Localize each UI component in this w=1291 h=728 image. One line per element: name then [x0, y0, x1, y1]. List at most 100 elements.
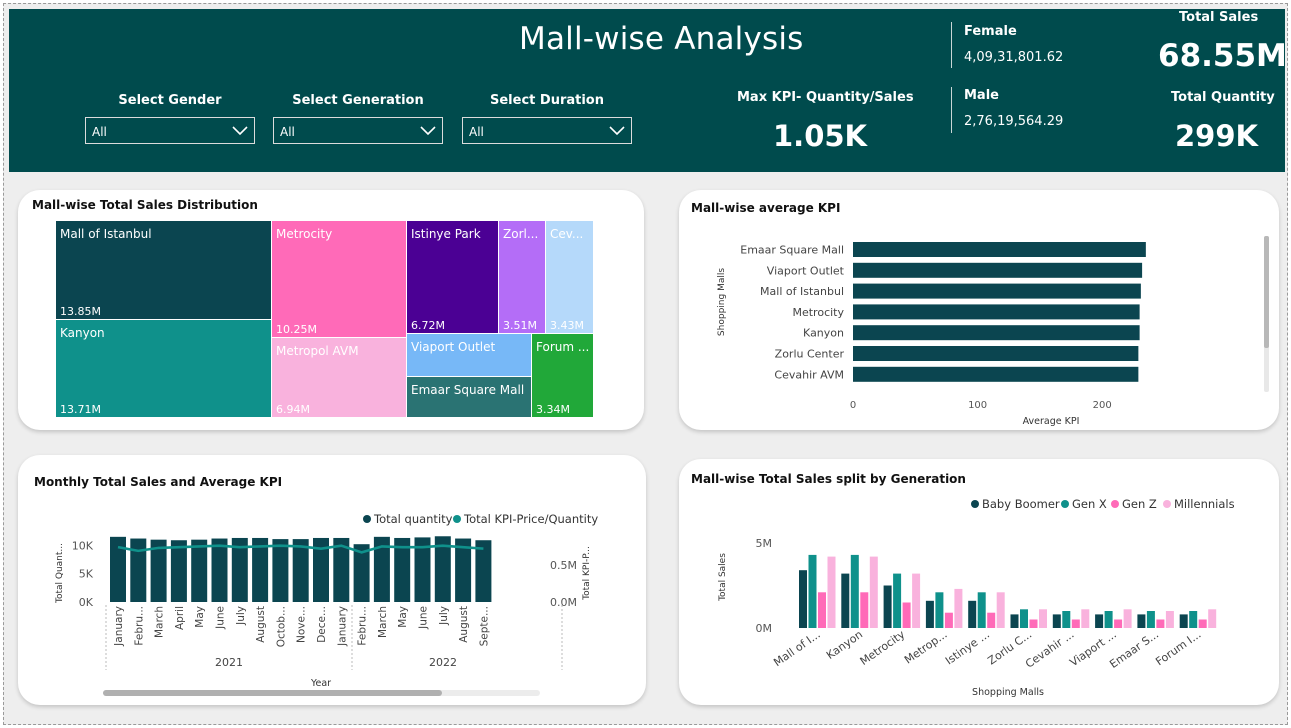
monthly-x-tick: Dece... [316, 606, 328, 643]
generation-bar[interactable] [850, 554, 859, 628]
treemap-cell[interactable]: Zorl... 3.51M [499, 221, 545, 333]
generation-bar[interactable] [1156, 619, 1165, 629]
avg-kpi-bar[interactable] [853, 366, 1139, 382]
generation-bar[interactable] [1198, 619, 1207, 629]
monthly-quantity-bar[interactable] [373, 536, 390, 602]
monthly-quantity-bar[interactable] [231, 537, 248, 602]
monthly-quantity-bar[interactable] [434, 536, 451, 602]
generation-bar[interactable] [1095, 614, 1104, 628]
male-value: 2,76,19,564.29 [964, 114, 1064, 129]
treemap-cell[interactable]: Istinye Park 6.72M [407, 221, 498, 333]
duration-filter-dropdown[interactable]: All [462, 117, 632, 144]
treemap-cell[interactable]: Cev... 3.43M [546, 221, 593, 333]
generation-bar[interactable] [869, 556, 878, 628]
chevron-down-icon [420, 126, 436, 136]
avg-kpi-bar[interactable] [853, 346, 1139, 361]
generation-bar[interactable] [987, 612, 996, 628]
generation-bar[interactable] [912, 573, 921, 628]
generation-bar[interactable] [808, 554, 817, 628]
treemap-cell[interactable]: Kanyon 13.71M [56, 320, 271, 417]
treemap-cell[interactable]: Metrocity 10.25M [272, 221, 406, 337]
monthly-quantity-bar[interactable] [333, 537, 350, 602]
generation-bar[interactable] [944, 612, 953, 628]
avg-kpi-bar[interactable] [853, 262, 1143, 278]
generation-filter-dropdown[interactable]: All [273, 117, 443, 144]
monthly-x-tick: Nove... [296, 606, 308, 643]
generation-bar[interactable] [893, 573, 902, 628]
generation-bar[interactable] [1123, 609, 1132, 628]
monthly-kpi-line[interactable] [117, 544, 484, 554]
generation-bar[interactable] [1165, 611, 1174, 628]
generation-bar[interactable] [1137, 614, 1146, 628]
generation-bar[interactable] [1062, 611, 1071, 628]
treemap-cell-value: 13.85M [60, 305, 101, 318]
monthly-quantity-bar[interactable] [170, 540, 187, 602]
monthly-x-tick: June [215, 606, 227, 630]
generation-bar[interactable] [827, 556, 836, 628]
generation-bar[interactable] [902, 602, 911, 629]
treemap-cell[interactable]: Emaar Square Mall [407, 377, 531, 417]
legend-total-kpi-marker [453, 515, 461, 523]
monthly-quantity-bar[interactable] [252, 537, 269, 602]
gender-filter-dropdown[interactable]: All [85, 117, 255, 144]
monthly-quantity-bar[interactable] [130, 538, 147, 602]
generation-bar[interactable] [799, 570, 807, 628]
generation-bar[interactable] [1029, 619, 1038, 629]
treemap-cell-label: Istinye Park [411, 227, 481, 241]
generation-bar[interactable] [935, 592, 944, 628]
generation-bar[interactable] [1071, 619, 1080, 629]
generation-bar[interactable] [1052, 614, 1061, 628]
generation-bar[interactable] [925, 600, 934, 628]
generation-bar[interactable] [1104, 611, 1113, 628]
monthly-quantity-bar[interactable] [353, 544, 370, 602]
avg-kpi-category-label: Emaar Square Mall [740, 244, 844, 257]
treemap-cell[interactable]: Metropol AVM 6.94M [272, 338, 406, 417]
avg-kpi-bar[interactable] [853, 304, 1140, 320]
avg-kpi-bar[interactable] [853, 325, 1140, 341]
generation-bar[interactable] [996, 592, 1005, 628]
generation-bar[interactable] [1010, 614, 1019, 628]
generation-bar[interactable] [1146, 611, 1155, 628]
generation-bar[interactable] [818, 592, 826, 628]
treemap-cell[interactable]: Forum ... 3.34M [532, 334, 593, 417]
avg-kpi-bar[interactable] [853, 283, 1141, 299]
monthly-quantity-bar[interactable] [414, 537, 431, 602]
monthly-quantity-bar[interactable] [475, 540, 492, 602]
generation-bar[interactable] [841, 573, 850, 628]
monthly-quantity-bar[interactable] [394, 537, 411, 602]
monthly-quantity-bar[interactable] [313, 537, 329, 602]
monthly-quantity-bar[interactable] [272, 539, 289, 602]
treemap-cell[interactable]: Viaport Outlet [407, 334, 531, 376]
generation-bar[interactable] [977, 592, 986, 628]
generation-bar[interactable] [883, 585, 892, 629]
generation-bar[interactable] [1020, 609, 1028, 628]
generation-chart: Total Sales Shopping Malls Baby Boomer Ge… [718, 497, 1235, 698]
avg-kpi-title: Mall-wise average KPI [691, 201, 841, 215]
generation-y-tick: 0M [756, 622, 773, 635]
treemap-cell-label: Metrocity [276, 227, 333, 241]
monthly-quantity-bar[interactable] [292, 539, 309, 602]
monthly-quantity-bar[interactable] [455, 538, 472, 602]
treemap-cell-value: 6.94M [276, 403, 310, 416]
monthly-quantity-bar[interactable] [211, 538, 228, 602]
legend-marker [1163, 500, 1171, 508]
treemap-cell[interactable]: Mall of Istanbul 13.85M [56, 221, 271, 319]
monthly-quantity-bar[interactable] [150, 539, 167, 602]
monthly-card: Monthly Total Sales and Average KPI Tota… [18, 455, 646, 705]
generation-bar[interactable] [1039, 609, 1047, 628]
generation-bar[interactable] [954, 588, 963, 628]
generation-bar[interactable] [1179, 614, 1188, 628]
generation-bar[interactable] [860, 592, 869, 628]
monthly-scrollbar-thumb[interactable] [103, 690, 442, 696]
generation-bar[interactable] [1208, 609, 1217, 628]
monthly-quantity-bar[interactable] [191, 539, 208, 602]
generation-bar[interactable] [1081, 609, 1090, 628]
avg-kpi-scrollbar-thumb[interactable] [1264, 236, 1269, 348]
generation-bar[interactable] [968, 600, 977, 628]
duration-filter-label: Select Duration [490, 93, 604, 108]
monthly-x-tick: Febru... [133, 606, 145, 646]
avg-kpi-bar[interactable] [853, 242, 1146, 257]
generation-bar[interactable] [1189, 611, 1198, 628]
generation-bar[interactable] [1114, 619, 1123, 629]
monthly-quantity-bar[interactable] [110, 536, 126, 602]
